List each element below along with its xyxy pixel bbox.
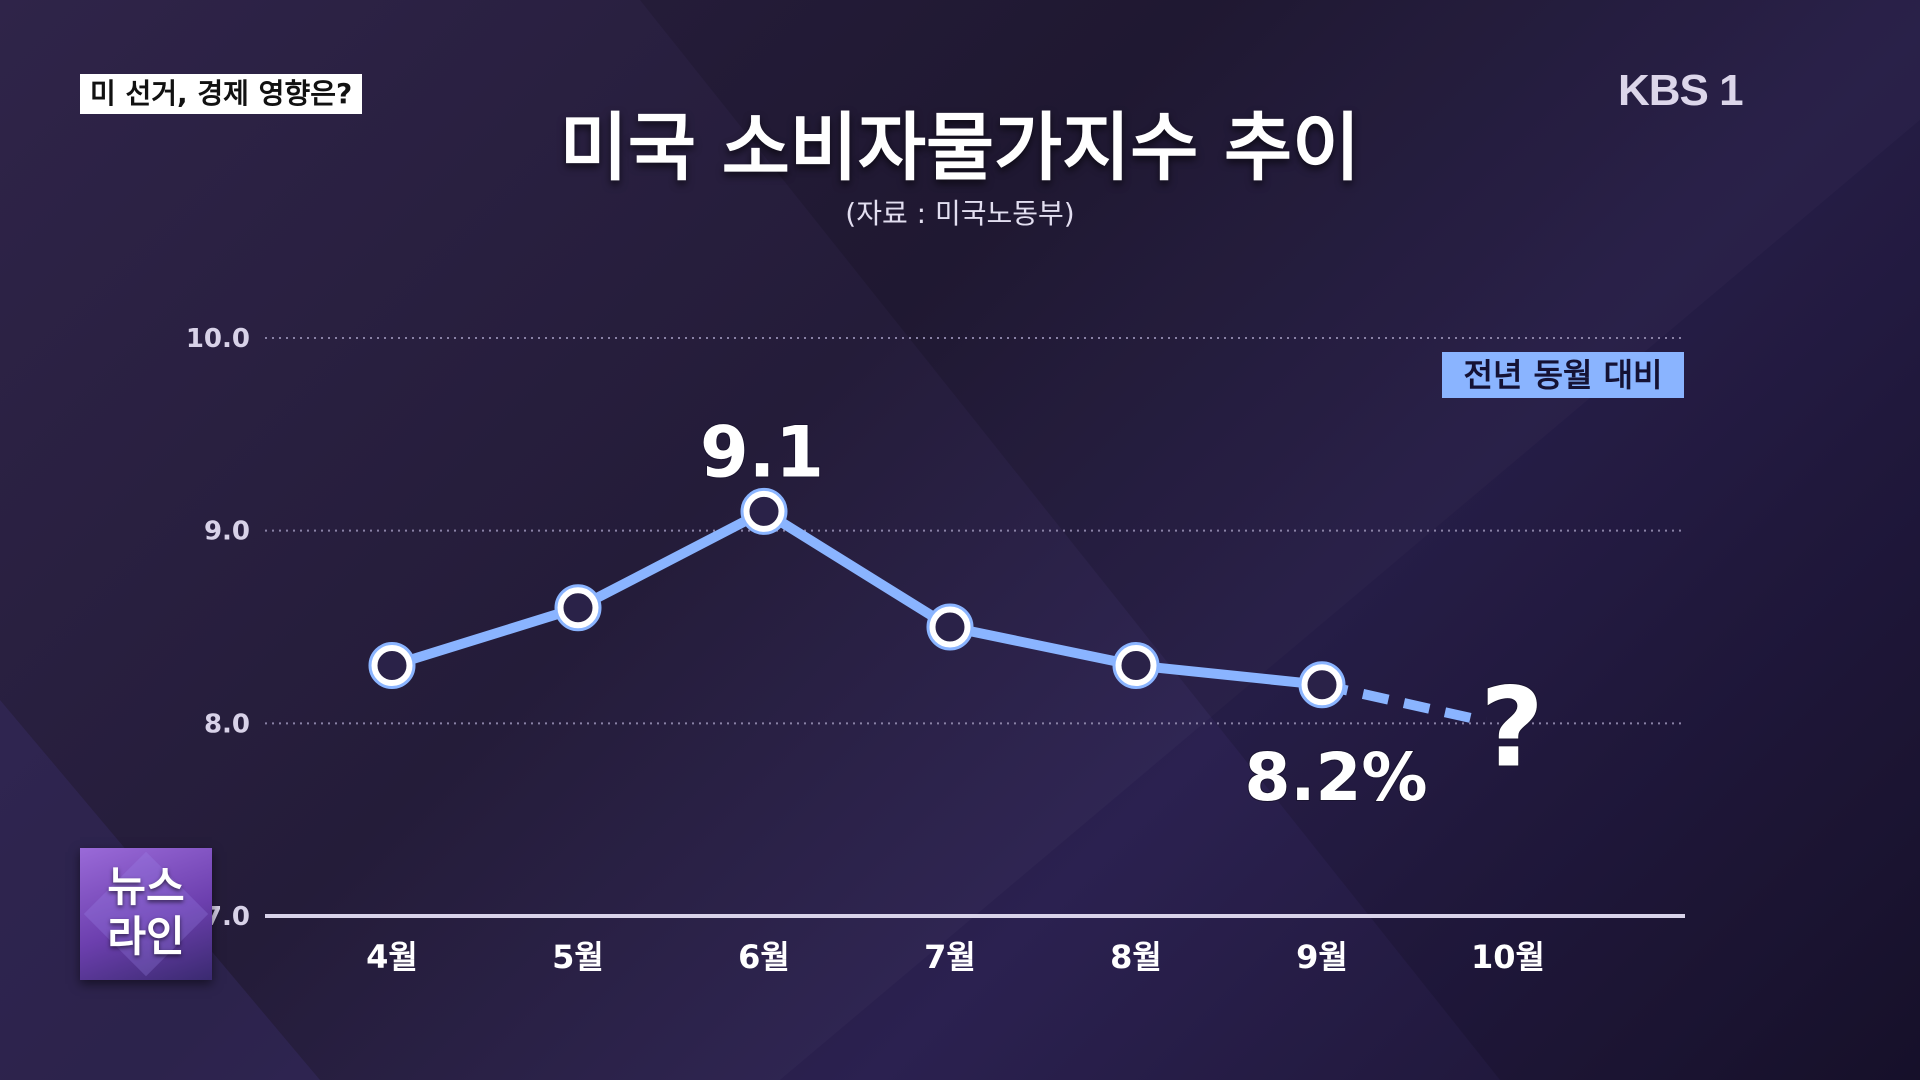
data-point bbox=[1114, 644, 1158, 688]
data-label: 8.2% bbox=[1244, 739, 1427, 816]
data-label: ? bbox=[1480, 663, 1544, 791]
x-tick-label: 7월 bbox=[924, 938, 976, 976]
program-badge-text: 뉴스 라인 bbox=[107, 862, 185, 961]
series-line bbox=[387, 506, 1327, 690]
legend-note: 전년 동월 대비 bbox=[1442, 352, 1684, 398]
topic-tag: 미 선거, 경제 영향은? bbox=[80, 74, 363, 114]
x-tick-label: 9월 bbox=[1296, 938, 1348, 976]
y-tick-label: 9.0 bbox=[204, 517, 250, 547]
y-tick-label: 10.0 bbox=[186, 324, 250, 354]
channel-logo: KBS 1 bbox=[1618, 66, 1744, 115]
data-point bbox=[1300, 663, 1344, 707]
x-tick-label: 8월 bbox=[1110, 938, 1162, 976]
x-tick-label: 4월 bbox=[366, 938, 418, 976]
x-tick-label: 10월 bbox=[1471, 938, 1545, 976]
data-point-ring bbox=[1112, 642, 1160, 690]
program-badge: 뉴스 라인 bbox=[80, 848, 212, 980]
data-point bbox=[928, 605, 972, 649]
x-tick-label: 5월 bbox=[552, 938, 604, 976]
data-label: 9.1 bbox=[700, 411, 824, 493]
data-point bbox=[742, 489, 786, 533]
data-point bbox=[556, 586, 600, 630]
chart-title: 미국 소비자물가지수 추이 bbox=[559, 105, 1361, 191]
data-point bbox=[370, 644, 414, 688]
chart-source: (자료 : 미국노동부) bbox=[845, 197, 1075, 230]
data-point-ring bbox=[1298, 661, 1346, 709]
data-point-ring bbox=[554, 584, 602, 632]
data-point-ring bbox=[740, 487, 788, 535]
y-tick-label: 8.0 bbox=[204, 709, 250, 739]
data-point-ring bbox=[926, 603, 974, 651]
data-point-ring bbox=[368, 642, 416, 690]
projection-line bbox=[1320, 679, 1488, 727]
x-tick-label: 6월 bbox=[738, 938, 790, 976]
